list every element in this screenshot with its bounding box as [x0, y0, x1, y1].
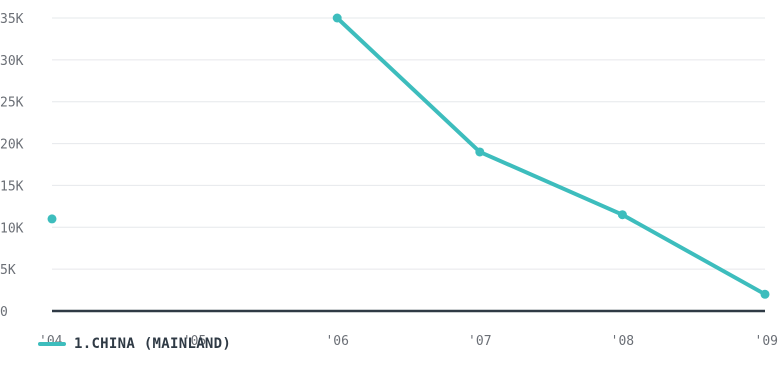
y-tick-label: 35K	[0, 12, 24, 27]
x-tick-label: '07	[468, 334, 491, 349]
data-point	[760, 289, 770, 299]
x-tick-label: '09	[755, 334, 778, 349]
data-point	[332, 13, 342, 23]
data-point	[475, 147, 485, 157]
x-tick-label: '05	[183, 334, 206, 349]
y-tick-label: 10K	[0, 221, 24, 236]
y-axis-tick-labels: 0 5K 10K 15K 20K 25K 30K 35K	[0, 12, 24, 320]
gridlines	[52, 17, 765, 313]
y-tick-label: 25K	[0, 96, 24, 111]
x-tick-label: '08	[611, 334, 634, 349]
y-tick-label: 30K	[0, 54, 24, 69]
data-point	[617, 210, 627, 220]
series-layer	[47, 13, 770, 299]
y-tick-label: 15K	[0, 179, 24, 194]
legend-label-series-1: 1.CHINA (MAINLAND)	[74, 336, 232, 352]
legend[interactable]: 1.CHINA (MAINLAND)	[38, 336, 231, 352]
series-line	[335, 16, 767, 297]
data-point	[47, 214, 57, 224]
x-axis-tick-labels: '04'05'06'07'08'09	[39, 334, 778, 349]
legend-swatch	[38, 342, 66, 346]
y-tick-label: 20K	[0, 138, 24, 153]
y-tick-label: 5K	[0, 263, 16, 278]
x-tick-label: '06	[325, 334, 348, 349]
y-tick-label: 0	[0, 305, 8, 320]
